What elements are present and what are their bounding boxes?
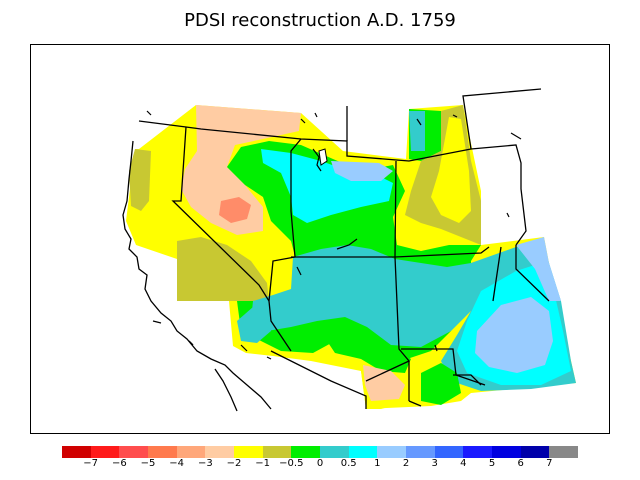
colorbar-swatch: [520, 446, 550, 458]
colorbar-tick-label: −0.5: [279, 458, 304, 469]
region-lightblue-east: [475, 297, 553, 373]
region-green-nm-south: [421, 363, 461, 405]
region-peach-south: [363, 365, 405, 401]
colorbar-tick-label: −4: [169, 458, 185, 469]
colorbar-tick-label: −7: [83, 458, 99, 469]
colorbar-swatch: [463, 446, 493, 458]
colorbar-swatch: [434, 446, 464, 458]
pdsi-map: [122, 88, 576, 412]
colorbar-tick-label: 0.5: [340, 458, 357, 469]
colorbar-swatch: [320, 446, 349, 458]
region-olive-sw: [177, 237, 269, 301]
colorbar-tick-label: 6: [517, 458, 524, 469]
region-peach-nw: [181, 105, 301, 235]
colorbar-tick-label: −2: [226, 458, 242, 469]
map-frame: [30, 44, 610, 434]
colorbar-tick-label: 5: [488, 458, 496, 469]
colorbar-swatch: [62, 446, 91, 458]
colorbar: [62, 446, 579, 458]
region-olive-westcoast: [129, 149, 151, 211]
colorbar-swatch: [119, 446, 149, 458]
map-title: PDSI reconstruction A.D. 1759: [184, 10, 456, 31]
colorbar-swatch: [262, 446, 292, 458]
colorbar-swatch: [406, 446, 435, 458]
colorbar-tick-label: −5: [140, 458, 156, 469]
region-yellow-ne: [431, 117, 471, 223]
colorbar-tick-label: −3: [197, 458, 213, 469]
region-salmon: [219, 197, 251, 223]
region-lightblue-wy: [331, 161, 393, 181]
state-borders: [138, 88, 550, 409]
small-water-bodies: [146, 110, 522, 360]
colorbar-swatch: [549, 446, 579, 458]
region-teal-nv: [237, 307, 271, 343]
region-teal-mt: [409, 111, 425, 151]
colorbar-swatch: [377, 446, 407, 458]
colorbar-swatch: [348, 446, 378, 458]
colorbar-tick-label: −6: [111, 458, 127, 469]
colorbar-swatch: [148, 446, 177, 458]
colorbar-tick-label: 2: [402, 458, 410, 469]
colorbar-swatch: [90, 446, 120, 458]
region-green-az: [327, 331, 411, 373]
colorbar-tick-label: 7: [546, 458, 553, 469]
colorbar-swatch: [492, 446, 521, 458]
lake-great-salt: [318, 148, 328, 166]
colorbar-swatch: [291, 446, 321, 458]
colorbar-tick-label: 0: [316, 458, 324, 469]
colorbar-tick-label: 1: [374, 458, 381, 469]
colorbar-tick-label: 4: [460, 458, 467, 469]
region-cyan-north: [261, 149, 393, 223]
colorbar-tick-label: 3: [431, 458, 438, 469]
colorbar-tick-label: −1: [255, 458, 271, 469]
region-teal-center: [251, 245, 479, 347]
region-lightblue-ks: [516, 237, 561, 301]
colorbar-ticks: −7 −6 −5 −4 −3 −2 −1 −0.5 0 0.5 1 2 3 4 5 6 7: [62, 458, 578, 474]
colorbar-swatch: [205, 446, 235, 458]
coastline: [122, 140, 272, 412]
colorbar-swatch: [176, 446, 206, 458]
colorbar-swatch: [234, 446, 263, 458]
